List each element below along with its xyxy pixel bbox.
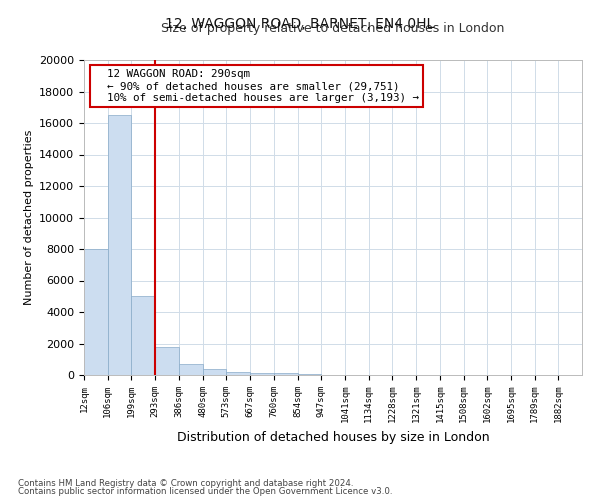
Bar — [84, 249, 108, 375]
Bar — [179, 364, 203, 375]
Text: 12, WAGGON ROAD, BARNET, EN4 0HL: 12, WAGGON ROAD, BARNET, EN4 0HL — [166, 18, 434, 32]
Text: Contains public sector information licensed under the Open Government Licence v3: Contains public sector information licen… — [18, 488, 392, 496]
Title: Size of property relative to detached houses in London: Size of property relative to detached ho… — [161, 22, 505, 35]
Text: Contains HM Land Registry data © Crown copyright and database right 2024.: Contains HM Land Registry data © Crown c… — [18, 478, 353, 488]
Bar — [250, 373, 274, 375]
X-axis label: Distribution of detached houses by size in London: Distribution of detached houses by size … — [176, 430, 490, 444]
Bar — [155, 346, 179, 375]
Bar — [274, 374, 298, 375]
Bar — [226, 372, 250, 375]
Bar — [298, 374, 321, 375]
Text: 12 WAGGON ROAD: 290sqm
  ← 90% of detached houses are smaller (29,751)
  10% of : 12 WAGGON ROAD: 290sqm ← 90% of detached… — [94, 70, 419, 102]
Bar — [131, 296, 155, 375]
Bar — [203, 370, 226, 375]
Bar — [108, 115, 131, 375]
Y-axis label: Number of detached properties: Number of detached properties — [23, 130, 34, 305]
